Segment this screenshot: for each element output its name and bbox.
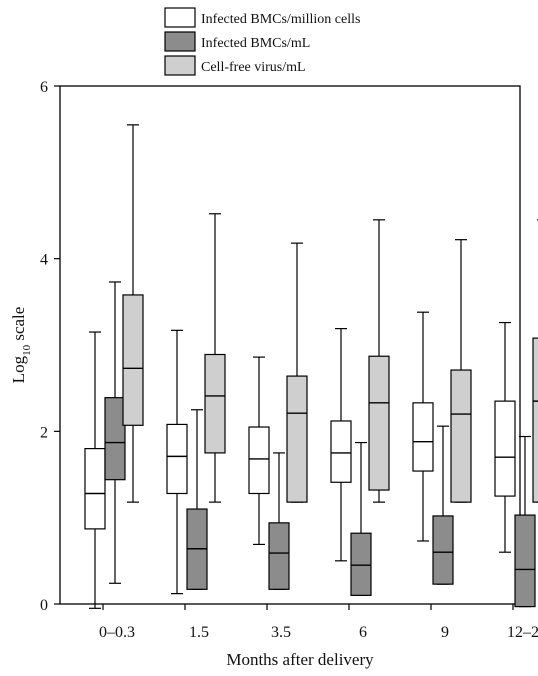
box-iqr: [166, 423, 188, 495]
box-2-3: [368, 219, 390, 503]
box-iqr: [330, 420, 352, 483]
legend-swatch-1: [164, 31, 196, 52]
box-iqr: [532, 337, 538, 503]
box-iqr: [432, 515, 454, 585]
legend: Infected BMCs/million cells Infected BMCs…: [164, 7, 360, 76]
box-1-4: [432, 425, 454, 585]
legend-swatch-0: [164, 7, 196, 28]
box-iqr: [412, 402, 434, 472]
y-axis: 0 2 4 6: [40, 79, 60, 614]
x-tick-label: 9: [441, 624, 449, 641]
box-0-4: [412, 311, 434, 542]
box-0-2: [248, 356, 270, 546]
x-tick-label: 3.5: [271, 624, 291, 641]
box-0-3: [330, 327, 352, 562]
y-tick-label: 4: [40, 252, 48, 269]
box-2-0: [122, 124, 144, 503]
box-2-4: [450, 239, 472, 503]
box-iqr: [248, 426, 270, 495]
y-axis-label: Log10 scale: [9, 307, 33, 384]
box-1-3: [350, 441, 372, 596]
x-axis: 0–0.3 1.5 3.5 6 9 12–24: [99, 604, 538, 641]
box-2-5: [532, 219, 538, 503]
box-0-0: [84, 331, 106, 609]
box-iqr: [368, 355, 390, 491]
box-iqr: [104, 397, 126, 481]
legend-swatch-2: [164, 55, 196, 76]
box-1-5: [514, 435, 536, 608]
box-1-2: [268, 452, 290, 590]
box-iqr: [122, 294, 144, 426]
x-tick-label: 6: [359, 624, 367, 641]
y-tick-label: 6: [40, 79, 48, 96]
x-axis-label: Months after delivery: [226, 650, 374, 669]
box-iqr: [494, 400, 516, 497]
box-iqr: [204, 353, 226, 454]
box-iqr: [84, 448, 106, 530]
box-1-1: [186, 409, 208, 590]
plot-frame: [59, 85, 521, 605]
x-tick-label: 0–0.3: [99, 624, 135, 641]
y-tick-label: 2: [40, 424, 48, 441]
box-1-0: [104, 281, 126, 584]
box-0-5: [494, 321, 516, 553]
x-tick-label: 1.5: [189, 624, 209, 641]
box-iqr: [350, 532, 372, 596]
legend-label-2: Cell-free virus/mL: [201, 60, 306, 75]
plot-area: [84, 124, 538, 609]
box-iqr: [450, 369, 472, 503]
y-axis-label-subscript: 10: [21, 344, 33, 356]
x-tick-label: 12–24: [507, 624, 538, 641]
box-iqr: [268, 522, 290, 590]
legend-label-0: Infected BMCs/million cells: [201, 12, 360, 27]
legend-label-1: Infected BMCs/mL: [201, 36, 310, 51]
box-2-1: [204, 213, 226, 503]
box-iqr: [514, 514, 536, 608]
box-iqr: [286, 375, 308, 503]
box-2-2: [286, 242, 308, 503]
box-0-1: [166, 329, 188, 595]
y-tick-label: 0: [40, 597, 48, 614]
